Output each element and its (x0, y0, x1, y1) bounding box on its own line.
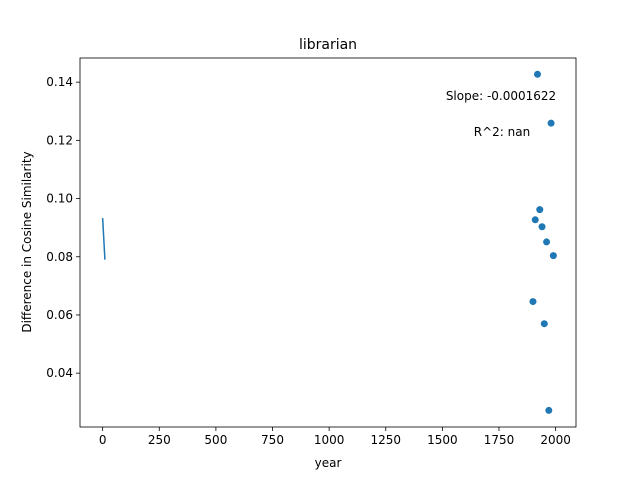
y-tick-label: 0.04 (46, 366, 73, 380)
y-axis-label: Difference in Cosine Similarity (20, 151, 34, 332)
x-tick-label: 1500 (427, 433, 458, 447)
plot-layer: 0 250 500 750 1000 1250 1500 1750 2000 0.04 0.06 0.… (46, 57, 577, 447)
x-tick-label: 1250 (370, 433, 401, 447)
data-point (536, 206, 544, 214)
x-tick-label: 1000 (314, 433, 345, 447)
data-point (543, 238, 551, 246)
data-point (531, 216, 539, 224)
x-tick-label: 2000 (540, 433, 571, 447)
data-point (545, 406, 553, 414)
data-point (547, 119, 555, 127)
x-tick-label: 1750 (484, 433, 515, 447)
fit-line (101, 218, 106, 260)
x-tick-label: 750 (261, 433, 284, 447)
x-axis-label: year (315, 456, 342, 470)
data-point (540, 320, 548, 328)
annotation-slope: Slope: -0.0001622 (446, 89, 556, 103)
annotation-r2: R^2: nan (474, 125, 530, 139)
y-tick-label: 0.08 (46, 250, 73, 264)
data-point (549, 252, 557, 260)
y-tick-label: 0.06 (46, 308, 73, 322)
x-tick-label: 250 (148, 433, 171, 447)
data-point (533, 70, 541, 78)
x-tick-label: 500 (204, 433, 227, 447)
data-point (529, 298, 537, 306)
plot-frame (79, 57, 577, 428)
y-tick-label: 0.14 (46, 75, 73, 89)
x-tick-label: 0 (99, 433, 107, 447)
chart-title: librarian (299, 37, 357, 53)
data-point (538, 223, 546, 231)
y-tick-label: 0.12 (46, 133, 73, 147)
y-tick-label: 0.10 (46, 192, 73, 206)
